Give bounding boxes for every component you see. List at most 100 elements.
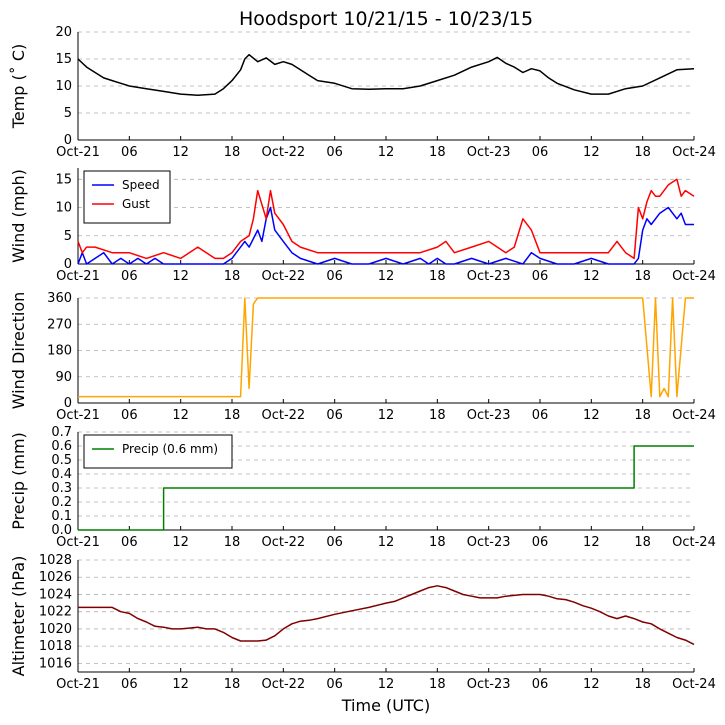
direction-x-tick-label: 18 xyxy=(634,408,651,423)
direction-y-tick-label: 180 xyxy=(47,344,72,359)
precip-legend xyxy=(83,434,233,469)
altimeter-x-tick-label: 12 xyxy=(172,677,189,692)
temp-y-tick-label: 15 xyxy=(55,52,72,67)
altimeter-y-tick-label: 1028 xyxy=(39,553,72,568)
precip-x-tick-label: Oct-24 xyxy=(672,535,716,550)
wind-legend xyxy=(83,170,171,224)
direction-x-tick-label: 12 xyxy=(172,408,189,423)
altimeter-y-tick-label: 1024 xyxy=(39,587,72,602)
panel-altimeter: 1016 1018 1020 1022 1024 1026 1028 Oct-21 06 12 18… xyxy=(9,553,716,692)
direction-x-tick-label: Oct-21 xyxy=(56,408,100,423)
altimeter-x-tick-label: Oct-21 xyxy=(56,677,100,692)
precip-x-tick-label: 06 xyxy=(121,535,138,550)
direction-x-tick-label: Oct-22 xyxy=(261,408,305,423)
wind-y-axis-label: Wind (mph) xyxy=(9,169,28,263)
direction-y-tick-label: 360 xyxy=(47,291,72,306)
chart-title: Hoodsport 10/21/15 - 10/23/15 xyxy=(239,8,533,30)
panel-precip: 0.00.10.20.30.40.50.60.7 Oct-21 06 12 18 Oct-… xyxy=(9,425,716,550)
wind-series-speed xyxy=(77,206,694,265)
temp-x-tick-label: 12 xyxy=(378,145,395,160)
direction-x-tick-label: 12 xyxy=(378,408,395,423)
precip-y-tick-label: 0.5 xyxy=(51,453,72,468)
temp-x-tick-label: 18 xyxy=(224,145,241,160)
altimeter-x-tick-label: 06 xyxy=(121,677,138,692)
precip-x-tick-label: 06 xyxy=(532,535,549,550)
direction-series-direction xyxy=(78,297,694,398)
altimeter-series-altimeter xyxy=(78,585,695,646)
precip-x-tick-label: 18 xyxy=(634,535,651,550)
temp-y-tick-label: 10 xyxy=(55,79,72,94)
altimeter-y-tick-label: 1020 xyxy=(39,622,72,637)
precip-x-tick-label: 12 xyxy=(172,535,189,550)
temp-x-tick-label: Oct-22 xyxy=(261,145,305,160)
wind-y-tick-label: 0 xyxy=(64,257,72,272)
wind-y-tick-label: 10 xyxy=(55,201,72,216)
wind-x-tick-label: Oct-21 xyxy=(56,269,100,284)
wind-x-tick-label: 18 xyxy=(429,269,446,284)
altimeter-y-tick-label: 1016 xyxy=(39,656,72,671)
wind-x-tick-label: 18 xyxy=(224,269,241,284)
precip-y-tick-label: 0.4 xyxy=(51,467,72,482)
wind-series-gust xyxy=(77,178,695,260)
precip-y-tick-label: 0.6 xyxy=(51,439,72,454)
temp-y-tick-label: 0 xyxy=(64,133,72,148)
temp-series-temp xyxy=(77,53,695,96)
altimeter-y-tick-label: 1026 xyxy=(39,570,72,585)
altimeter-y-tick-label: 1022 xyxy=(39,605,72,620)
temp-y-tick-label: 20 xyxy=(55,25,72,40)
precip-x-tick-label: 12 xyxy=(583,535,600,550)
precip-x-tick-label: Oct-22 xyxy=(261,535,305,550)
precip-x-tick-label: 18 xyxy=(429,535,446,550)
precip-y-axis-label: Precip (mm) xyxy=(9,432,28,530)
precip-x-tick-label: 06 xyxy=(326,535,343,550)
direction-x-tick-label: 06 xyxy=(532,408,549,423)
direction-x-tick-label: 06 xyxy=(121,408,138,423)
altimeter-x-tick-label: Oct-23 xyxy=(467,677,511,692)
precip-x-tick-label: 18 xyxy=(224,535,241,550)
precip-y-tick-label: 0.3 xyxy=(51,481,72,496)
direction-y-axis-label: Wind Direction xyxy=(9,292,28,410)
precip-series-precip-0-6-mm xyxy=(78,445,694,531)
precip-x-tick-label: Oct-21 xyxy=(56,535,100,550)
temp-x-tick-label: 12 xyxy=(172,145,189,160)
wind-x-tick-label: 12 xyxy=(378,269,395,284)
x-axis-label: Time (UTC) xyxy=(341,696,430,715)
panel-direction: 0 90 180 270 360 Oct-21 06 12 18 Oct-22 06 12 18 Oct-… xyxy=(9,291,716,423)
altimeter-x-tick-label: 18 xyxy=(224,677,241,692)
altimeter-x-tick-label: 12 xyxy=(583,677,600,692)
wind-y-tick-label: 15 xyxy=(55,172,72,187)
direction-x-tick-label: 18 xyxy=(224,408,241,423)
direction-x-tick-label: 18 xyxy=(429,408,446,423)
direction-x-tick-label: Oct-24 xyxy=(672,408,716,423)
altimeter-x-tick-label: 18 xyxy=(429,677,446,692)
wind-x-tick-label: 12 xyxy=(172,269,189,284)
direction-y-tick-label: 90 xyxy=(55,370,72,385)
panels: 0 5 10 15 20 Oct-21 06 12 18 Oct-22 06 12 18 Oct-23 06… xyxy=(9,25,716,692)
direction-y-tick-label: 270 xyxy=(47,317,72,332)
temp-x-tick-label: Oct-21 xyxy=(56,145,100,160)
panel-temp: 0 5 10 15 20 Oct-21 06 12 18 Oct-22 06 12 18 Oct-23 06… xyxy=(9,25,716,160)
direction-x-tick-label: 06 xyxy=(326,408,343,423)
temp-x-tick-label: Oct-23 xyxy=(467,145,511,160)
temp-x-tick-label: 06 xyxy=(326,145,343,160)
altimeter-y-tick-label: 1018 xyxy=(39,639,72,654)
wind-x-tick-label: Oct-24 xyxy=(672,269,716,284)
precip-y-tick-label: 0.7 xyxy=(51,425,72,440)
wind-x-tick-label: 18 xyxy=(634,269,651,284)
wind-legend-label: Speed xyxy=(122,178,160,192)
altimeter-x-tick-label: Oct-24 xyxy=(672,677,716,692)
wind-x-tick-label: Oct-23 xyxy=(467,269,511,284)
precip-y-tick-label: 0.2 xyxy=(51,495,72,510)
direction-x-tick-label: Oct-23 xyxy=(467,408,511,423)
direction-y-tick-label: 0 xyxy=(64,396,72,411)
altimeter-x-tick-label: Oct-22 xyxy=(261,677,305,692)
direction-x-tick-label: 12 xyxy=(583,408,600,423)
precip-x-tick-label: 12 xyxy=(378,535,395,550)
wind-x-tick-label: Oct-22 xyxy=(261,269,305,284)
precip-y-tick-label: 0.0 xyxy=(51,523,72,538)
altimeter-x-tick-label: 06 xyxy=(532,677,549,692)
temp-x-tick-label: Oct-24 xyxy=(672,145,716,160)
altimeter-x-tick-label: 18 xyxy=(634,677,651,692)
precip-y-tick-label: 0.1 xyxy=(51,509,72,524)
